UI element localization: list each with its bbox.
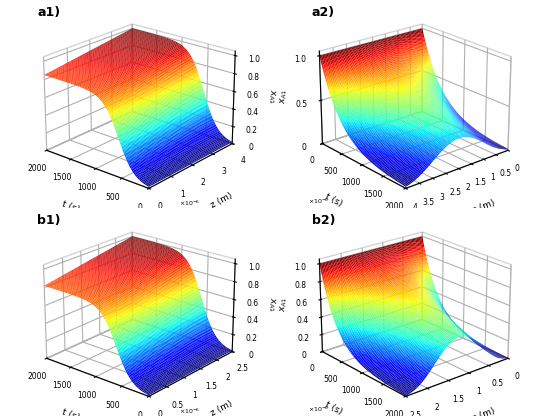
- X-axis label: z (m): z (m): [471, 406, 496, 416]
- Text: $\times10^{-6}$: $\times10^{-6}$: [179, 199, 200, 208]
- Text: $\times10^{-6}$: $\times10^{-6}$: [308, 405, 329, 414]
- Y-axis label: t (s): t (s): [323, 192, 344, 209]
- Text: a2): a2): [312, 6, 335, 19]
- Text: $\times10^{-6}$: $\times10^{-6}$: [308, 197, 329, 206]
- Y-axis label: z (m): z (m): [209, 399, 234, 416]
- X-axis label: t (s): t (s): [61, 407, 81, 416]
- Text: b1): b1): [37, 214, 61, 227]
- X-axis label: z (m): z (m): [471, 198, 496, 215]
- X-axis label: t (s): t (s): [61, 199, 81, 214]
- Text: $\times10^{-6}$: $\times10^{-6}$: [179, 407, 200, 416]
- Y-axis label: z (m): z (m): [209, 191, 234, 210]
- Y-axis label: t (s): t (s): [323, 400, 344, 416]
- Text: b2): b2): [312, 214, 335, 227]
- Text: a1): a1): [37, 6, 60, 19]
